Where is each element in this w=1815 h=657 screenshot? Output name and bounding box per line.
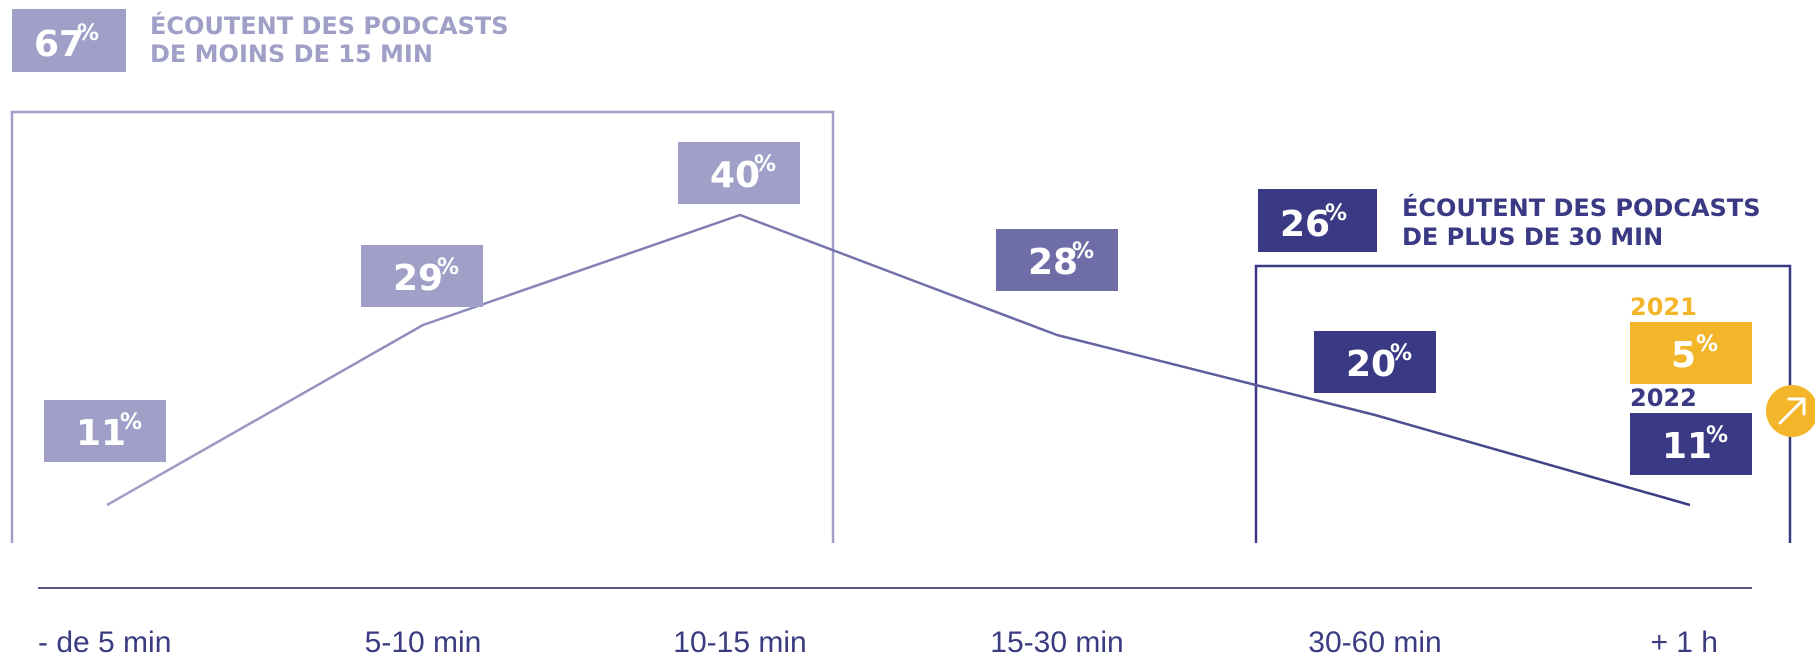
short-summary-line1: ÉCOUTENT DES PODCASTS — [150, 11, 508, 40]
series-line — [106, 213, 1691, 507]
x-tick-label: 5-10 min — [365, 626, 482, 657]
x-tick-label: 15-30 min — [990, 626, 1123, 657]
year-value: 5 — [1671, 335, 1696, 376]
point-label-badge — [996, 229, 1118, 291]
long-summary-line1: ÉCOUTENT DES PODCASTS — [1402, 193, 1760, 222]
short-group-frame — [10, 110, 835, 543]
point-label: 28% — [996, 229, 1118, 291]
short-summary-badge — [12, 9, 126, 72]
point-label: 40% — [678, 142, 800, 204]
point-label-unit: % — [1390, 341, 1412, 366]
year-label: 2022 — [1630, 384, 1697, 412]
long-summary-badge — [1258, 189, 1377, 252]
long-summary-line2: DE PLUS DE 30 MIN — [1402, 223, 1663, 251]
year-unit: % — [1706, 423, 1728, 448]
point-label-value: 20 — [1346, 344, 1396, 385]
point-labels: 11%29%40%28%20% — [44, 142, 1436, 462]
short-summary-line2: DE MOINS DE 15 MIN — [150, 40, 433, 68]
year-badge — [1630, 413, 1752, 475]
point-label-unit: % — [120, 410, 142, 435]
year-label: 2021 — [1630, 293, 1697, 321]
x-axis-labels: - de 5 min 5-10 min 10-15 min 15-30 min 30-6… — [38, 626, 1718, 657]
point-label-unit: % — [754, 152, 776, 177]
short-summary-unit: % — [77, 21, 99, 46]
x-tick-label: + 1 h — [1650, 626, 1718, 657]
arrow-up-right-icon — [1766, 385, 1815, 437]
point-label-value: 28 — [1028, 242, 1078, 283]
point-label-value: 11 — [76, 413, 126, 454]
point-label-badge — [361, 245, 483, 307]
x-tick-label: 10-15 min — [673, 626, 806, 657]
x-tick-label: - de 5 min — [38, 626, 171, 657]
point-label-value: 40 — [710, 155, 760, 196]
point-label-unit: % — [1072, 239, 1094, 264]
short-summary: 67 % ÉCOUTENT DES PODCASTS DE MOINS DE 1… — [12, 9, 508, 72]
point-label-value: 29 — [393, 258, 443, 299]
year-unit: % — [1696, 332, 1718, 357]
long-summary: 26 % ÉCOUTENT DES PODCASTS DE PLUS DE 30… — [1258, 189, 1760, 252]
point-label-badge — [44, 400, 166, 462]
year-value: 11 — [1662, 426, 1712, 467]
point-label: 20% — [1314, 331, 1436, 393]
point-label-badge — [1314, 331, 1436, 393]
long-summary-value: 26 — [1280, 204, 1330, 245]
point-label: 29% — [361, 245, 483, 307]
short-summary-value: 67 — [34, 24, 84, 65]
point-label: 11% — [44, 400, 166, 462]
point-label-badge — [678, 142, 800, 204]
long-summary-unit: % — [1325, 201, 1347, 226]
point-label-unit: % — [437, 255, 459, 280]
x-tick-label: 30-60 min — [1308, 626, 1441, 657]
year-comparison: 2021 5 % 2022 11% — [1630, 293, 1752, 475]
year-badge — [1630, 322, 1752, 384]
